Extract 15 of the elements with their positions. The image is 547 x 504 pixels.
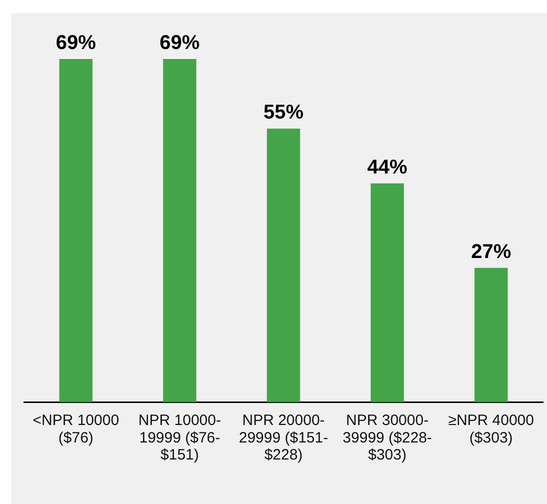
data-label: 27% bbox=[471, 240, 512, 263]
bar bbox=[59, 58, 93, 402]
x-tick-label: <NPR 10000 ($76) bbox=[32, 412, 120, 446]
x-tick-label: NPR 20000-29999 ($151-$228) bbox=[238, 412, 328, 464]
data-label: 69% bbox=[160, 32, 200, 54]
x-tick-label: NPR 10000-19999 ($76-$151) bbox=[138, 412, 221, 464]
bar bbox=[370, 183, 404, 402]
x-tick-label: ≥NPR 40000 ($303) bbox=[448, 412, 534, 446]
data-label: 69% bbox=[56, 32, 96, 54]
x-tick-label: NPR 30000-39999 ($228-$303) bbox=[342, 412, 432, 464]
bar bbox=[474, 268, 508, 402]
bar bbox=[163, 58, 196, 402]
bar bbox=[266, 128, 300, 402]
data-label: 44% bbox=[367, 156, 408, 178]
data-label: 55% bbox=[263, 102, 304, 124]
